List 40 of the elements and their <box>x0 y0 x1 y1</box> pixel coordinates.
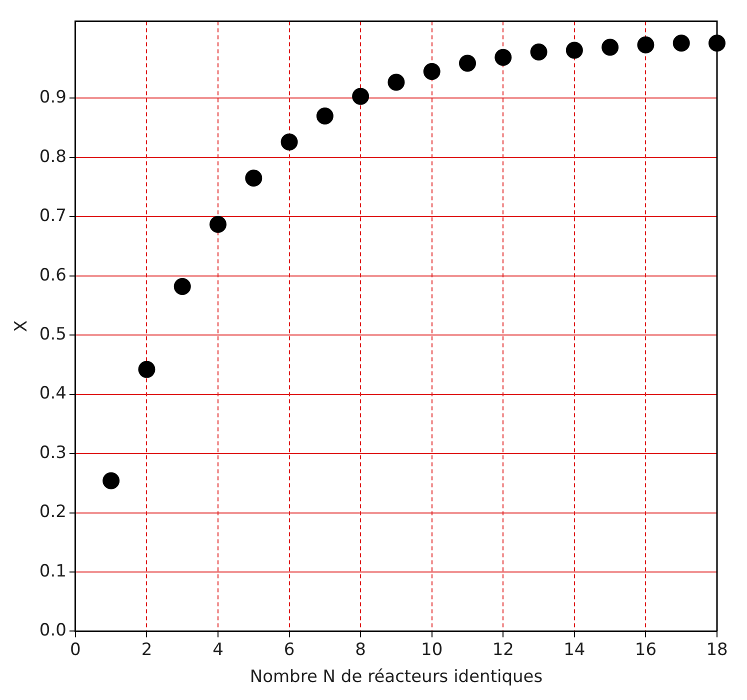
x-tick-label: 18 <box>706 640 728 660</box>
point <box>459 54 476 72</box>
y-tick-label: 0.8 <box>39 146 66 167</box>
point <box>708 34 726 52</box>
y-tick-label: 0.4 <box>39 384 66 404</box>
point <box>530 43 548 60</box>
x-tick-label: 8 <box>355 640 366 660</box>
point <box>423 63 440 80</box>
point <box>316 107 334 124</box>
y-tick-label: 0.0 <box>39 620 66 641</box>
point <box>245 170 262 187</box>
x-axis-title: Nombre N de réacteurs identiques <box>250 667 543 688</box>
y-tick-label: 0.7 <box>39 206 66 226</box>
x-tick-label: 6 <box>284 640 295 660</box>
x-tick-label: 12 <box>492 640 514 660</box>
y-tick-label: 0.6 <box>39 265 66 286</box>
point <box>138 360 156 378</box>
x-tick-label: 0 <box>70 640 81 660</box>
point <box>672 34 690 52</box>
x-tick-label: 14 <box>564 640 586 660</box>
y-tick-label: 0.2 <box>39 502 66 522</box>
y-tick-label: 0.1 <box>39 561 66 582</box>
point <box>210 216 227 233</box>
x-tick-label: 16 <box>634 640 657 660</box>
x-tick-label: 2 <box>141 640 152 660</box>
point <box>637 36 654 54</box>
point <box>174 278 191 296</box>
x-tick-label: 10 <box>421 640 443 660</box>
y-tick-label: 0.3 <box>39 442 66 463</box>
x-tick-label: 4 <box>212 640 224 660</box>
point <box>280 134 298 151</box>
y-tick-label: 0.5 <box>39 324 66 345</box>
point <box>388 74 405 91</box>
point <box>602 38 619 56</box>
y-tick-label: 0.9 <box>39 88 66 108</box>
point <box>566 42 583 59</box>
point <box>494 48 512 66</box>
point <box>352 88 370 105</box>
point <box>102 472 120 490</box>
y-axis-title: X <box>12 320 32 332</box>
